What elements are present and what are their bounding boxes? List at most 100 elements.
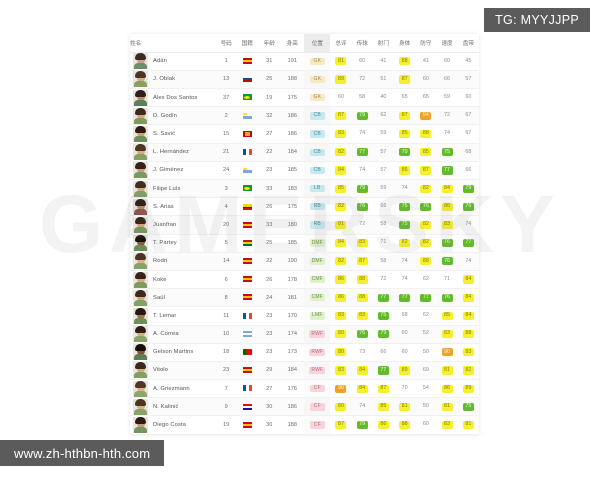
player-name-cell[interactable]: L. Hernández [130,143,216,161]
player-nationality-cell [236,380,258,398]
column-header-defending[interactable]: 防守 [415,34,437,53]
avatar [133,380,148,397]
player-stat-cell: 89 [330,70,351,88]
player-name-cell[interactable]: N. Kalinić [130,398,216,416]
flag-icon-es [242,258,252,265]
player-stat-cell: 80 [330,343,351,361]
stat-chip: 58 [380,221,387,228]
player-number-cell: 24 [223,167,230,174]
player-nationality-cell [236,398,258,416]
player-stat-cell: 75 [458,398,479,416]
table-row[interactable]: Vitolo 23 29 184 RWF 83 84 77 89 69 81 82 [130,361,479,380]
table-row[interactable]: Alex Dos Santos 37 19 175 GK 60 58 40 65 65 59 60 [130,88,479,107]
column-header-shooting[interactable]: 射门 [372,34,394,53]
stat-chip: 77 [462,239,474,248]
player-name-cell[interactable]: S. Savić [130,125,216,143]
player-name-cell[interactable]: D. Godín [130,107,216,125]
column-header-dribbling[interactable]: 盘带 [457,34,479,53]
position-badge: CF [309,421,325,429]
player-stat-cell: 83 [330,361,351,379]
player-name-cell[interactable]: S. Arias [130,198,216,216]
player-name-cell[interactable]: Koke [130,270,216,288]
player-name-cell[interactable]: Juanfran [130,216,216,234]
stat-chip: 89 [399,366,411,375]
player-name-cell[interactable]: J. Oblak [130,70,216,88]
stat-chip: 50 [422,348,429,355]
player-name-cell[interactable]: Alex Dos Santos [130,89,216,107]
column-header-overall[interactable]: 总评 [330,34,352,53]
player-name-cell[interactable]: T. Partey [130,234,216,252]
player-age-cell: 23 [266,167,273,174]
player-stat-cell: 81 [436,361,457,379]
player-name-cell[interactable]: J. Giménez [130,161,216,179]
player-position-cell: LB [304,180,330,198]
stat-chip: 82 [335,202,347,211]
player-name-cell[interactable]: Saúl [130,289,216,307]
table-row[interactable]: S. Savić 15 27 186 CB 83 74 59 85 88 74 67 [130,124,479,144]
stat-chip: 80 [335,402,347,411]
stat-chip: 59 [380,184,387,191]
player-stat-cell: 84 [436,180,457,198]
column-header-name[interactable]: 姓名 [130,34,217,53]
player-position-cell: CMF [304,270,330,288]
table-row[interactable]: Adán 1 31 191 GK 81 60 41 88 41 60 45 [130,52,479,71]
table-row[interactable]: Á. Correa 10 23 174 RWF 80 76 79 60 52 83 88 [130,325,479,344]
player-name-cell[interactable]: Rodri [130,252,216,270]
table-row[interactable]: J. Oblak 13 25 188 GK 89 72 51 87 60 66 57 [130,70,479,89]
player-nationality-cell [236,125,258,143]
player-name-label: Filipe Luís [153,185,181,192]
table-row[interactable]: T. Partey 5 25 185 DMF 84 83 71 82 82 76 77 [130,234,479,253]
column-header-passing[interactable]: 传球 [351,34,373,53]
stat-chip: 74 [359,130,366,137]
table-row[interactable]: Juanfran 20 33 180 RB 81 72 58 75 82 83 74 [130,215,479,235]
player-name-cell[interactable]: Vitolo [130,361,216,379]
table-row[interactable]: N. Kalinić 9 30 186 CF 80 74 85 81 50 81 75 [130,397,479,416]
column-header-height[interactable]: 身高 [280,34,305,53]
player-name-cell[interactable]: Gelson Martins [130,343,216,361]
stat-chip: 74 [465,257,472,264]
player-name-cell[interactable]: Diego Costa [130,416,216,434]
player-stat-cell: 80 [330,325,351,343]
player-nationality-cell [236,252,258,270]
table-row[interactable]: D. Godín 2 32 186 CB 87 79 62 87 94 72 67 [130,106,479,125]
table-row[interactable]: A. Griezmann 7 27 176 CF 90 84 87 70 54 86 89 [130,379,479,398]
column-header-age[interactable]: 年龄 [258,34,281,53]
table-row[interactable]: Koke 6 26 178 CMF 86 88 72 74 62 71 84 [130,270,479,289]
player-stat-cell: 50 [415,343,436,361]
player-age-cell: 31 [266,58,273,65]
player-stat-cell: 74 [352,125,373,143]
player-name-cell[interactable]: Adán [130,52,216,70]
table-row[interactable]: S. Arias 4 26 175 RB 82 76 66 75 76 86 76 [130,197,479,216]
column-header-nationality[interactable]: 国籍 [236,34,259,53]
column-header-speed[interactable]: 速度 [436,34,458,53]
position-badge: CB [309,112,325,120]
player-name-cell[interactable]: Filipe Luís [130,180,216,198]
player-stat-cell: 60 [394,343,415,361]
player-name-cell[interactable]: T. Lemar [130,307,216,325]
tg-badge: TG: MYYJJPP [484,8,590,32]
table-row[interactable]: L. Hernández 21 22 184 CB 82 77 57 79 85 75 68 [130,143,479,162]
table-row[interactable]: J. Giménez 24 23 185 CB 84 74 57 86 87 77 66 [130,161,479,180]
player-stat-cell: 59 [436,89,457,107]
player-stat-cell: 76 [436,289,457,307]
table-row[interactable]: Saúl 8 24 181 CMF 86 88 77 77 77 76 84 [130,288,479,307]
player-stat-cell: 62 [415,270,436,288]
table-row[interactable]: T. Lemar 11 23 170 LMF 83 83 75 68 62 85 84 [130,306,479,325]
player-nationality-cell [236,89,258,107]
table-row[interactable]: Filipe Luís 3 33 183 LB 85 79 59 74 82 84 79 [130,179,479,198]
position-badge: CMF [309,275,326,284]
column-header-physical[interactable]: 身体 [394,34,416,53]
table-row[interactable]: Diego Costa 19 30 188 CF 87 79 86 88 60 83 81 [130,415,479,435]
column-header-number[interactable]: 号码 [216,34,237,53]
player-name-cell[interactable]: A. Griezmann [130,380,216,398]
column-header-position[interactable]: 位置 [304,34,331,53]
player-stat-cell: 88 [352,289,373,307]
table-row[interactable]: Gelson Martins 18 23 173 RWF 80 73 66 60 50 90 83 [130,343,479,362]
table-row[interactable]: Rodri 14 22 190 DMF 82 87 58 74 88 76 74 [130,252,479,271]
player-name-cell[interactable]: Á. Correa [130,325,216,343]
avatar [133,180,148,197]
stat-chip: 62 [380,112,387,119]
avatar [133,417,148,434]
player-position-cell: DMF [304,234,330,252]
player-nationality-cell [236,289,258,307]
